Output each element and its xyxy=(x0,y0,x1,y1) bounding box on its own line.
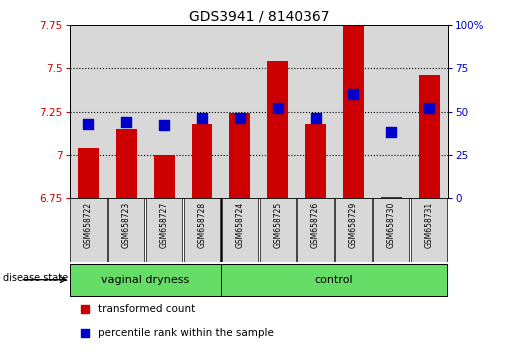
Bar xyxy=(335,198,372,262)
Text: disease state: disease state xyxy=(3,273,67,283)
Text: GSM658724: GSM658724 xyxy=(235,201,244,248)
Bar xyxy=(146,198,182,262)
Bar xyxy=(145,25,183,198)
Bar xyxy=(297,25,335,198)
Bar xyxy=(221,264,448,296)
Point xyxy=(387,130,396,135)
Bar xyxy=(184,198,220,262)
Text: percentile rank within the sample: percentile rank within the sample xyxy=(98,328,274,338)
Bar xyxy=(107,25,145,198)
Point xyxy=(236,116,244,121)
Bar xyxy=(335,25,372,198)
Point xyxy=(349,91,357,97)
Point xyxy=(312,116,320,121)
Bar xyxy=(70,264,221,296)
Bar xyxy=(230,113,250,198)
Point xyxy=(80,330,89,336)
Text: GSM658725: GSM658725 xyxy=(273,201,282,248)
Text: transformed count: transformed count xyxy=(98,304,195,314)
Point xyxy=(425,105,433,111)
Bar xyxy=(267,61,288,198)
Bar xyxy=(343,25,364,198)
Point xyxy=(84,121,93,126)
Point xyxy=(160,122,168,128)
Bar xyxy=(419,75,439,198)
Bar xyxy=(372,25,410,198)
Bar xyxy=(305,124,326,198)
Point xyxy=(122,119,130,125)
Text: GSM658731: GSM658731 xyxy=(425,201,434,248)
Bar xyxy=(116,129,136,198)
Bar xyxy=(192,124,212,198)
Bar xyxy=(70,198,107,262)
Bar xyxy=(183,25,221,198)
Bar xyxy=(108,198,145,262)
Bar xyxy=(381,196,402,198)
Text: GSM658730: GSM658730 xyxy=(387,201,396,248)
Text: GSM658726: GSM658726 xyxy=(311,201,320,248)
Bar xyxy=(297,198,334,262)
Bar xyxy=(260,198,296,262)
Title: GDS3941 / 8140367: GDS3941 / 8140367 xyxy=(188,10,329,24)
Text: GSM658722: GSM658722 xyxy=(84,201,93,247)
Text: GSM658723: GSM658723 xyxy=(122,201,131,248)
Point xyxy=(198,116,206,121)
Bar xyxy=(373,198,409,262)
Bar xyxy=(154,155,175,198)
Point xyxy=(273,105,282,111)
Text: GSM658727: GSM658727 xyxy=(160,201,168,248)
Bar xyxy=(221,25,259,198)
Text: GSM658728: GSM658728 xyxy=(198,201,207,247)
Point xyxy=(80,306,89,312)
Text: control: control xyxy=(315,275,353,285)
Bar xyxy=(259,25,297,198)
Bar xyxy=(221,198,258,262)
Bar xyxy=(70,25,107,198)
Text: vaginal dryness: vaginal dryness xyxy=(101,275,190,285)
Bar xyxy=(410,25,448,198)
Text: GSM658729: GSM658729 xyxy=(349,201,358,248)
Bar xyxy=(78,148,99,198)
Bar xyxy=(411,198,448,262)
